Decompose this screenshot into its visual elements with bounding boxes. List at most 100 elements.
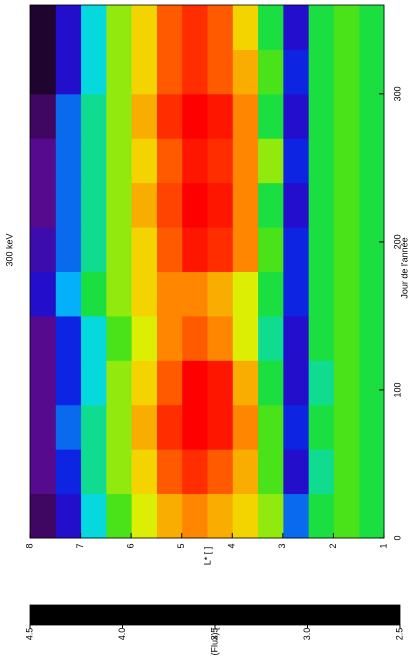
x-axis-label: Jour de l'année <box>399 237 409 298</box>
heatmap-cell <box>30 449 56 495</box>
heatmap-cell <box>181 93 208 139</box>
heatmap-cell <box>181 138 208 184</box>
heatmap-cell <box>333 315 360 361</box>
heatmap-cell <box>181 449 208 495</box>
colorbar-tick-label: 2.5 <box>394 628 404 641</box>
heatmap-cell <box>181 271 208 317</box>
heatmap-cell <box>55 49 82 95</box>
heatmap-cell <box>282 227 309 272</box>
heatmap-cell <box>156 449 183 495</box>
colorbar-tick-label: 3.0 <box>302 628 312 641</box>
heatmap-cell <box>80 360 107 406</box>
colorbar-tick-label: 4.0 <box>117 628 127 641</box>
heatmap-cell <box>105 404 132 450</box>
heatmap-cell <box>105 227 132 272</box>
heatmap-cell <box>131 404 157 450</box>
heatmap-cell <box>105 493 132 539</box>
heatmap-cell <box>358 182 385 228</box>
heatmap-cell <box>207 315 233 361</box>
plot-frame <box>29 4 385 539</box>
heatmap-cell <box>207 493 233 539</box>
heatmap-cell <box>333 93 360 139</box>
heatmap-cell <box>232 493 259 539</box>
heatmap-cell <box>257 360 284 406</box>
heatmap-cell <box>105 49 132 95</box>
heatmap-cell <box>105 5 132 50</box>
heatmap-cell <box>156 404 183 450</box>
heatmap-cell <box>30 227 56 272</box>
heatmap-cell <box>55 315 82 361</box>
heatmap-cell <box>131 449 157 495</box>
heatmap-cell <box>156 93 183 139</box>
heatmap-cell <box>207 49 233 95</box>
heatmap-cell <box>232 93 259 139</box>
heatmap-cell <box>156 227 183 272</box>
heatmap-cell <box>131 49 157 95</box>
heatmap-cell <box>333 227 360 272</box>
heatmap-cell <box>131 271 157 317</box>
heatmap-cell <box>232 360 259 406</box>
heatmap-cell <box>257 182 284 228</box>
y-tick-label: 3 <box>277 543 287 548</box>
y-axis-label: L* [ ] <box>202 547 212 566</box>
heatmap-cell <box>358 360 385 406</box>
heatmap-cell <box>181 49 208 95</box>
heatmap-cell <box>358 138 385 184</box>
heatmap-cell <box>156 271 183 317</box>
heatmap-cell <box>257 227 284 272</box>
heatmap-cell <box>308 49 334 95</box>
heatmap-cell <box>358 404 385 450</box>
heatmap-cell <box>232 182 259 228</box>
heatmap-cell <box>55 5 82 50</box>
heatmap-cell <box>257 93 284 139</box>
heatmap-cell <box>105 271 132 317</box>
x-tick-label: 300 <box>392 86 402 101</box>
heatmap-cell <box>308 404 334 450</box>
y-tick-label: 8 <box>24 543 34 548</box>
heatmap-cell <box>80 493 107 539</box>
heatmap-cell <box>131 227 157 272</box>
heatmap-cell <box>282 271 309 317</box>
heatmap-cell <box>207 360 233 406</box>
heatmap-cell <box>80 227 107 272</box>
heatmap-cell <box>207 93 233 139</box>
heatmap-cell <box>232 5 259 50</box>
heatmap-cell <box>55 360 82 406</box>
heatmap-cell <box>257 49 284 95</box>
colorbar-tick-label: 3.5 <box>209 628 219 641</box>
heatmap-cell <box>232 404 259 450</box>
heatmap-cell <box>55 271 82 317</box>
heatmap-cell <box>333 138 360 184</box>
heatmap-cell <box>131 5 157 50</box>
heatmap-cell <box>181 315 208 361</box>
heatmap-cell <box>333 360 360 406</box>
heatmap-cell <box>358 5 385 50</box>
heatmap-cell <box>358 93 385 139</box>
heatmap-cell <box>282 5 309 50</box>
heatmap-cell <box>308 271 334 317</box>
heatmap-cell <box>30 138 56 184</box>
heatmap-cell <box>333 49 360 95</box>
heatmap-cell <box>207 182 233 228</box>
x-tick-label: 0 <box>392 535 402 540</box>
heatmap-cell <box>30 182 56 228</box>
heatmap-cell <box>181 182 208 228</box>
heatmap-cell <box>156 49 183 95</box>
heatmap-cell <box>156 5 183 50</box>
heatmap-cell <box>80 138 107 184</box>
heatmap-cell <box>333 493 360 539</box>
heatmap-cell <box>207 449 233 495</box>
heatmap-cell <box>156 360 183 406</box>
heatmap-cell <box>358 315 385 361</box>
heatmap-cell <box>30 493 56 539</box>
heatmap-cell <box>105 138 132 184</box>
heatmap-cell <box>257 493 284 539</box>
heatmap-cell <box>105 93 132 139</box>
heatmap-cell <box>308 93 334 139</box>
heatmap-cell <box>282 315 309 361</box>
heatmap-cell <box>80 449 107 495</box>
heatmap-cell <box>232 49 259 95</box>
heatmap-cell <box>131 315 157 361</box>
y-tick-label: 6 <box>126 543 136 548</box>
heatmap-cell <box>105 360 132 406</box>
